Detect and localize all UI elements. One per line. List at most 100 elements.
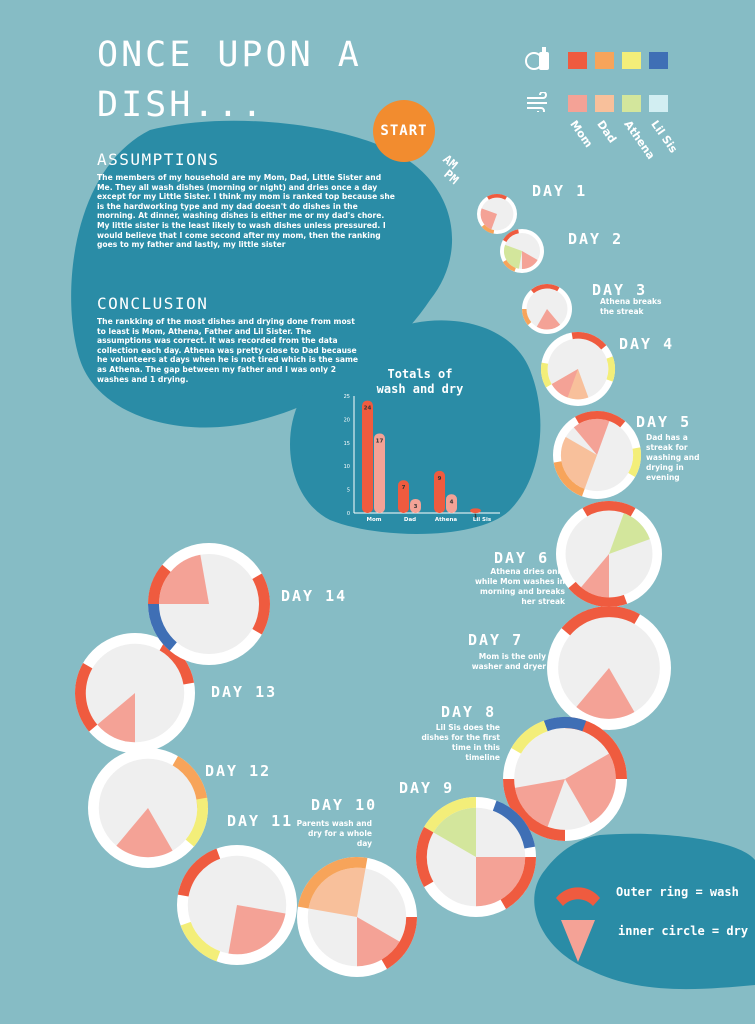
key-wash-text: Outer ring = wash xyxy=(616,885,739,899)
wash-arc xyxy=(571,331,607,350)
day-note-5: Dad has a streak for washing and drying … xyxy=(646,433,700,482)
bar-data-label: 24 xyxy=(364,406,372,412)
dry-wedge xyxy=(551,369,578,398)
wash-arc xyxy=(568,581,628,607)
wash-arc xyxy=(628,447,641,477)
wash-arc xyxy=(492,800,536,849)
day-wheel-10 xyxy=(297,857,418,977)
wash-arc xyxy=(487,194,507,200)
day-label-14: DAY 14 xyxy=(281,587,348,605)
y-tick-label: 15 xyxy=(344,441,350,447)
day-note-6: Athena dries only while Mom washes in mo… xyxy=(474,567,565,606)
day-wheel-7 xyxy=(547,606,671,730)
day-wheel-11 xyxy=(177,845,297,965)
wash-swatches xyxy=(568,52,668,69)
day-note-3: Athena breaks the streak xyxy=(600,297,662,316)
day-wheel-8 xyxy=(503,717,627,841)
chart-blob xyxy=(290,320,541,534)
bar-data-label: 4 xyxy=(450,499,454,505)
y-tick-label: 10 xyxy=(344,464,350,470)
wash-arc xyxy=(503,779,565,841)
day-label-1: DAY 1 xyxy=(532,182,588,200)
wash-arc xyxy=(148,604,177,651)
bar-data-label: 3 xyxy=(414,504,418,510)
key-blob xyxy=(534,833,755,990)
wash-arc xyxy=(416,827,434,887)
day-label-13: DAY 13 xyxy=(211,683,278,701)
day-label-5: DAY 5 xyxy=(636,413,692,431)
category-label: Dad xyxy=(404,517,416,523)
wash-arc xyxy=(74,663,98,732)
day-label-2: DAY 2 xyxy=(568,230,624,248)
dry-wedge xyxy=(573,418,610,455)
dry-wedge xyxy=(97,693,135,743)
chart-title: Totals of wash and dry xyxy=(377,367,464,396)
dry-wedge xyxy=(158,554,209,604)
dry-wedge xyxy=(514,779,565,827)
wash-arc xyxy=(575,411,626,428)
day-wheel-12 xyxy=(88,748,209,868)
wash-arc xyxy=(180,921,221,962)
dry-wedge xyxy=(576,668,635,719)
day-wheel-5 xyxy=(553,411,641,499)
dry-wedge xyxy=(522,251,538,270)
bar-athena-1 xyxy=(446,494,457,513)
bar-dad-0 xyxy=(398,480,409,513)
y-tick-label: 25 xyxy=(344,394,350,400)
day-label-4: DAY 4 xyxy=(619,335,675,353)
wash-arc xyxy=(561,606,640,636)
bar-mom-1 xyxy=(374,433,385,513)
bar-lil-sis-0 xyxy=(470,508,481,513)
key-dry-text: inner circle = dry xyxy=(618,924,749,938)
totals-bar-chart: Totals of wash and dry 0 5 10 15 20 25 24 17 Mom 7 3… xyxy=(344,367,500,523)
dry-swatch-2 xyxy=(622,95,641,112)
dry-wedge xyxy=(609,513,650,554)
wash-arc xyxy=(297,857,368,909)
wash-arc xyxy=(381,917,418,969)
conclusion-text: The rankking of the most dishes and dryi… xyxy=(97,317,359,384)
wash-arc xyxy=(500,857,536,909)
wash-arc xyxy=(172,756,208,808)
assumptions-section: ASSUMPTIONS The members of my household … xyxy=(97,150,397,250)
y-tick-label: 0 xyxy=(347,511,350,517)
dry-wedge xyxy=(476,857,526,907)
dry-wedge xyxy=(503,244,522,269)
category-label: Mom xyxy=(367,517,382,523)
wash-arc xyxy=(424,797,476,833)
wash-arc xyxy=(541,362,552,388)
day-label-7: DAY 7 xyxy=(468,631,524,649)
day-note-8: Lil Sis does the dishes for the first ti… xyxy=(421,723,500,762)
day-label-11: DAY 11 xyxy=(227,812,294,830)
dry-swatch-3 xyxy=(649,95,668,112)
day-label-3: DAY 3 xyxy=(592,281,648,299)
category-label: Athena xyxy=(435,517,457,523)
dry-wedge xyxy=(433,807,476,857)
day-label-9: DAY 9 xyxy=(399,779,455,797)
day-wheel-9 xyxy=(416,797,536,917)
wash-arc xyxy=(553,461,585,497)
dry-swatches xyxy=(568,95,668,112)
day-label-10: DAY 10 xyxy=(311,796,378,814)
dish-soap-icon xyxy=(525,44,551,72)
wash-arc xyxy=(530,284,560,294)
day-wheel-1 xyxy=(477,194,517,234)
assumptions-text: The members of my household are my Mom, … xyxy=(97,173,395,250)
bar-mom-0 xyxy=(362,400,373,513)
day-wheel-13 xyxy=(74,633,195,753)
day-label-8: DAY 8 xyxy=(441,703,497,721)
key-shapes xyxy=(556,887,600,962)
bar-data-label: 17 xyxy=(376,438,384,444)
bar-dad-1 xyxy=(410,498,421,513)
day-wheel-2 xyxy=(500,229,544,273)
wash-arc xyxy=(148,564,171,604)
y-tick-label: 20 xyxy=(344,417,350,423)
dry-wedge xyxy=(581,554,609,598)
wash-arc xyxy=(159,641,195,685)
dry-wedge xyxy=(560,436,597,489)
conclusion-section: CONCLUSION The rankking of the most dish… xyxy=(97,294,359,384)
wash-arc xyxy=(522,309,532,326)
wash-arc xyxy=(502,229,519,242)
